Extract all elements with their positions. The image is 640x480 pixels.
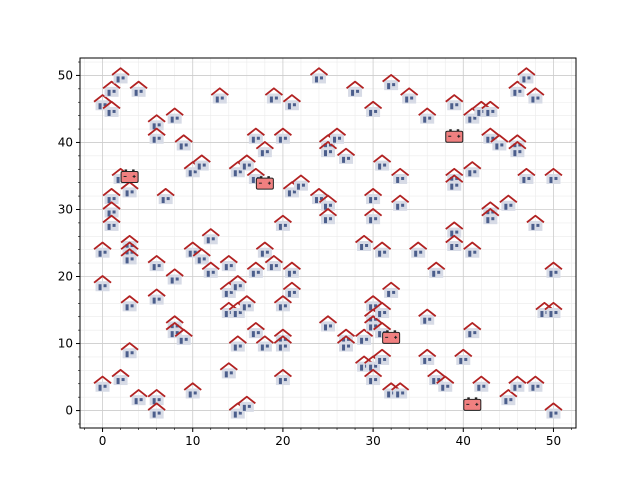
house-icon [246, 261, 266, 279]
house-icon [354, 234, 374, 252]
house-icon [372, 241, 392, 259]
x-tick-label: 10 [185, 434, 200, 448]
plot-marks [93, 67, 563, 420]
house-icon [282, 261, 302, 279]
y-tick-label: 30 [58, 202, 73, 216]
house-icon [246, 127, 266, 145]
house-icon [462, 322, 482, 340]
house-icon [102, 214, 121, 232]
house-icon [156, 187, 176, 205]
house-icon [228, 335, 248, 353]
y-tick-label: 50 [58, 68, 73, 82]
house-icon [174, 134, 194, 152]
house-icon [282, 281, 302, 299]
house-icon [120, 181, 140, 199]
house-icon [264, 87, 284, 105]
house-icon [372, 348, 392, 366]
battery-icon [382, 329, 401, 344]
axes-frame [79, 57, 577, 429]
house-icon [498, 389, 518, 407]
house-icon [102, 80, 121, 98]
house-icon [282, 94, 302, 112]
house-icon [462, 241, 482, 259]
y-tick-label: 0 [65, 404, 73, 418]
house-icon [462, 161, 482, 179]
x-tick-label: 40 [456, 434, 471, 448]
house-icon [120, 342, 140, 360]
x-tick-label: 0 [99, 434, 107, 448]
y-tick-label: 40 [58, 135, 73, 149]
house-icon [390, 194, 410, 212]
battery-icon [255, 175, 274, 190]
major-grid [80, 58, 576, 428]
battery-icon [463, 396, 482, 411]
battery-icon [445, 128, 464, 143]
house-icon [264, 255, 284, 273]
battery-icon [120, 168, 139, 183]
house-icon [210, 87, 230, 105]
house-icon [318, 315, 338, 333]
house-icon [372, 154, 392, 172]
y-tick-label: 10 [58, 337, 73, 351]
house-icon [336, 147, 356, 165]
house-icon [246, 322, 266, 340]
house-icon [498, 194, 518, 212]
house-icon [517, 167, 536, 185]
x-tick-label: 50 [546, 434, 561, 448]
house-icon [120, 295, 140, 313]
house-icon [354, 328, 374, 346]
house-icon [318, 208, 338, 226]
axis-ticks: 0 10 20 30 40 50 0 10 20 30 40 50 [58, 61, 572, 448]
house-icon [192, 154, 212, 172]
x-tick-label: 20 [275, 434, 290, 448]
house-icon [408, 241, 428, 259]
house-icon [426, 261, 446, 279]
house-icon [444, 234, 464, 252]
minor-grid [80, 58, 576, 428]
x-tick-label: 30 [365, 434, 380, 448]
house-icon [444, 94, 464, 112]
house-icon [517, 67, 536, 85]
house-icon [228, 275, 248, 293]
y-tick-label: 20 [58, 270, 73, 284]
house-icon [390, 167, 410, 185]
